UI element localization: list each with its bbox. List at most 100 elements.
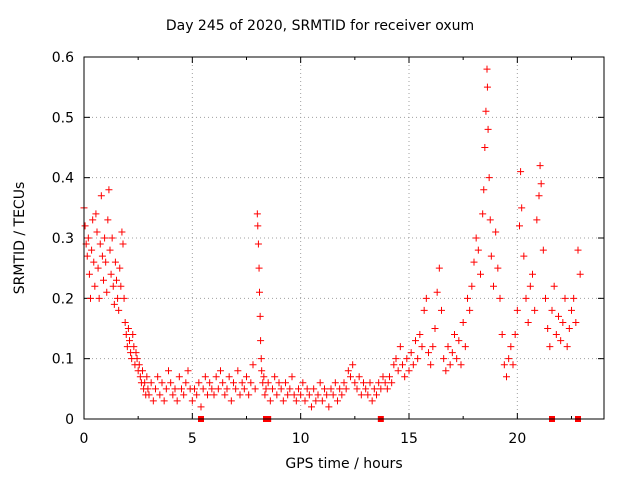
data-point (126, 337, 133, 345)
data-point (494, 264, 502, 272)
data-point (141, 379, 149, 387)
data-point (431, 325, 439, 332)
data-point (546, 343, 554, 351)
data-point (116, 264, 124, 272)
data-point (297, 391, 305, 399)
data-point (201, 373, 209, 381)
data-point (392, 355, 400, 363)
data-point (482, 107, 490, 115)
data-point (517, 168, 525, 176)
data-point (559, 318, 567, 326)
data-point (336, 385, 344, 393)
data-point (329, 391, 337, 399)
data-point (459, 318, 467, 326)
data-point (108, 234, 116, 242)
data-point (93, 228, 101, 236)
data-point (118, 228, 126, 236)
data-point (472, 234, 480, 242)
data-point (396, 343, 404, 351)
data-point (292, 397, 300, 405)
y-tick-label: 0.6 (52, 50, 74, 66)
data-point (485, 174, 493, 182)
data-point (188, 397, 196, 405)
data-point (340, 379, 348, 387)
data-point (98, 252, 106, 260)
data-point (364, 391, 372, 399)
data-point (284, 391, 292, 399)
data-point (305, 391, 313, 399)
data-point (271, 373, 279, 381)
data-point (503, 373, 510, 381)
data-point (422, 294, 430, 302)
data-point (386, 373, 393, 381)
data-point (234, 367, 242, 375)
data-point (429, 343, 437, 351)
data-point (576, 270, 584, 278)
data-point (104, 216, 112, 224)
x-tick-label: 10 (292, 431, 310, 447)
data-point (453, 355, 461, 363)
data-point (366, 379, 374, 387)
data-point (135, 361, 143, 369)
data-point (102, 258, 110, 266)
data-point (217, 367, 224, 375)
data-point (123, 343, 131, 351)
data-point (480, 186, 488, 194)
data-point (162, 385, 170, 393)
y-axis-label: SRMTID / TECUs (12, 181, 28, 295)
data-point (323, 391, 331, 399)
data-point (262, 385, 270, 393)
data-point (238, 379, 246, 387)
data-point (154, 373, 162, 381)
data-point (206, 379, 214, 387)
data-point (327, 385, 335, 393)
data-point (249, 361, 257, 369)
data-point (438, 306, 445, 314)
data-point (570, 294, 578, 302)
data-point (509, 361, 517, 369)
data-point (232, 385, 240, 393)
data-point (416, 331, 424, 339)
data-point (132, 349, 140, 357)
data-point (109, 282, 117, 290)
data-point (152, 385, 159, 393)
data-point (264, 379, 272, 387)
data-point (496, 294, 504, 302)
data-point (221, 391, 229, 399)
data-point (500, 361, 508, 369)
x-tick-label: 5 (188, 431, 197, 447)
data-point (136, 373, 144, 381)
data-point (286, 385, 294, 393)
data-point (83, 252, 91, 260)
data-point (486, 216, 494, 224)
data-point (219, 379, 227, 387)
data-point (440, 355, 448, 363)
data-point (193, 391, 201, 399)
data-point (258, 367, 266, 375)
data-point (257, 355, 265, 363)
y-tick-label: 0.1 (52, 352, 74, 368)
data-point (156, 391, 164, 399)
data-point (544, 325, 552, 332)
y-tick-label: 0.2 (52, 291, 74, 307)
data-point (375, 379, 383, 387)
data-point (357, 391, 365, 399)
data-point (522, 294, 530, 302)
data-point (113, 276, 120, 284)
data-point (91, 282, 99, 290)
data-point (481, 144, 489, 151)
data-point (334, 397, 341, 405)
data-point (552, 331, 560, 339)
data-point (513, 306, 521, 314)
data-point (561, 294, 569, 302)
data-point (563, 343, 571, 351)
axis-ticks: 0 0.1 0.2 0.3 0.4 0.5 0.6 0 5 10 15 20 (52, 50, 604, 447)
data-point (199, 385, 207, 393)
data-point (101, 234, 109, 242)
data-point (466, 306, 474, 314)
data-point (269, 385, 276, 393)
grid-lines (84, 57, 604, 419)
data-point (96, 240, 104, 248)
data-point (446, 361, 454, 369)
data-point (373, 391, 380, 399)
